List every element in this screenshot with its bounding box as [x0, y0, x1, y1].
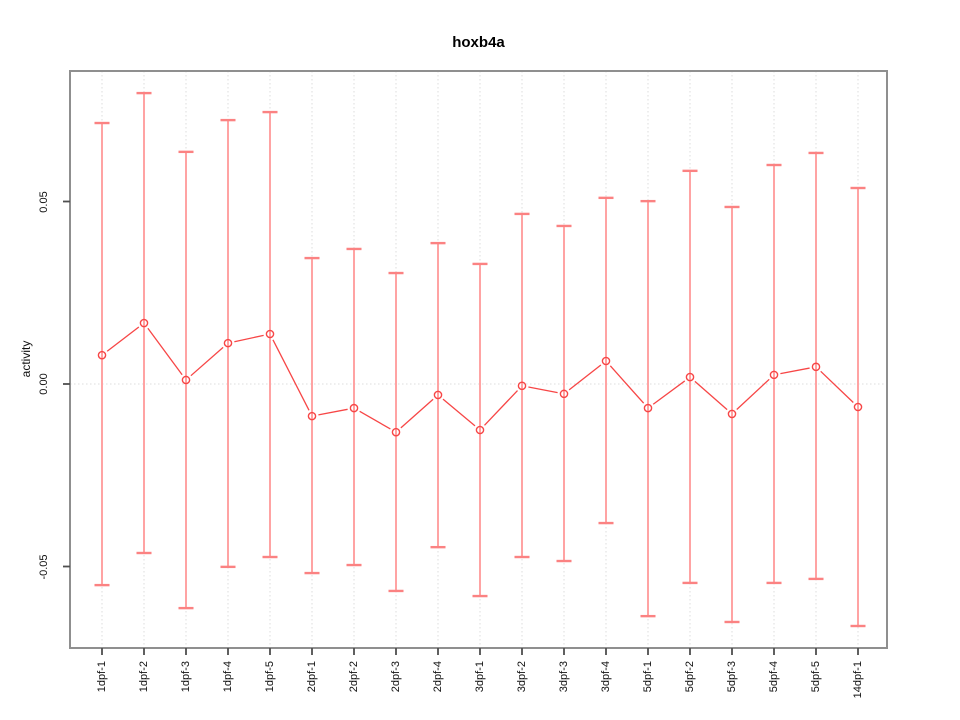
x-tick-label: 5dpf-3: [726, 661, 738, 693]
x-tick-label: 5dpf-4: [768, 661, 780, 693]
series-line-segment: [528, 386, 558, 394]
data-point: [517, 381, 527, 391]
data-point: [139, 318, 149, 328]
x-tick-label: 1dpf-5: [264, 661, 276, 693]
plot-box: [69, 70, 888, 649]
data-point: [727, 409, 737, 419]
y-tick-label: 0.05: [38, 190, 50, 213]
y-axis-label: activity: [19, 340, 33, 378]
series-line-segment: [359, 410, 391, 430]
data-point: [769, 370, 779, 380]
data-point: [685, 372, 695, 382]
series-line-segment: [400, 398, 434, 429]
data-point: [643, 403, 653, 413]
data-point: [181, 375, 191, 385]
data-point: [475, 425, 485, 435]
series-line-segment: [318, 408, 348, 416]
x-tick-label: 2dpf-1: [306, 661, 318, 693]
data-point: [265, 329, 275, 339]
x-tick-label: 1dpf-3: [180, 661, 192, 693]
data-point: [559, 389, 569, 399]
x-tick-label: 3dpf-4: [600, 661, 612, 693]
y-tick-label: 0.00: [38, 373, 50, 395]
data-point: [811, 362, 821, 372]
series-line-segment: [442, 398, 476, 427]
series-line-segment: [609, 365, 645, 404]
series-line-segment: [780, 367, 810, 375]
chart-title: hoxb4a: [452, 34, 505, 51]
x-tick-label: 5dpf-1: [642, 661, 654, 693]
series-line-segment: [147, 327, 183, 376]
data-point: [223, 338, 233, 348]
x-tick-label: 5dpf-5: [810, 661, 822, 693]
series-line-segment: [272, 339, 310, 411]
series-line-segment: [568, 364, 602, 391]
x-tick-label: 2dpf-2: [348, 661, 360, 693]
series-line-segment: [652, 380, 686, 405]
x-tick-label: 14dpf-1: [852, 661, 864, 699]
series-line-segment: [820, 370, 854, 403]
series-line-segment: [736, 378, 770, 410]
x-tick-label: 3dpf-2: [516, 661, 528, 693]
x-tick-label: 1dpf-4: [222, 661, 234, 693]
x-tick-label: 2dpf-3: [390, 661, 402, 693]
data-point: [349, 403, 359, 413]
series-line-segment: [106, 326, 140, 352]
x-tick-label: 3dpf-1: [474, 661, 486, 693]
y-tick-label: -0.05: [38, 553, 50, 580]
series-line-segment: [484, 390, 518, 426]
data-point: [853, 402, 863, 412]
series-line-segment: [694, 380, 728, 411]
data-point: [433, 390, 443, 400]
data-point: [97, 350, 107, 360]
x-tick-label: 3dpf-3: [558, 661, 570, 693]
x-tick-label: 1dpf-2: [138, 661, 150, 693]
data-point: [601, 356, 611, 366]
series-line-segment: [234, 334, 264, 343]
data-point: [391, 427, 401, 437]
data-point: [307, 411, 317, 421]
x-tick-label: 1dpf-1: [96, 661, 108, 693]
series-line-segment: [190, 346, 224, 377]
x-tick-label: 5dpf-2: [684, 661, 696, 693]
x-tick-label: 2dpf-4: [432, 661, 444, 693]
